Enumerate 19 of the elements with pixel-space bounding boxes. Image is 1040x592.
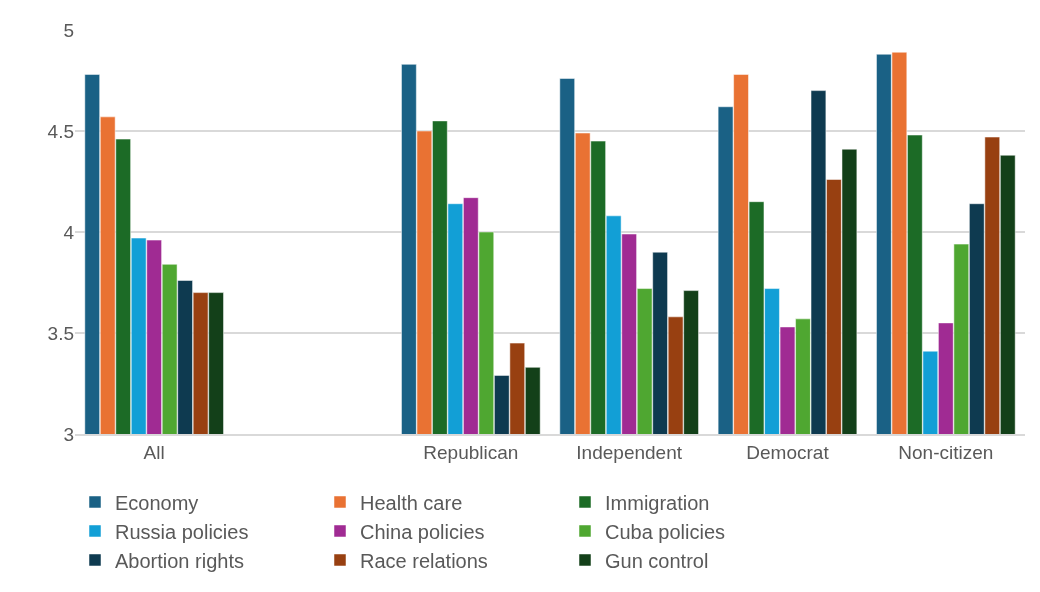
x-tick-label: All	[143, 441, 165, 463]
y-tick-label: 3	[63, 423, 74, 445]
legend-label: Immigration	[605, 491, 710, 514]
x-tick-label: Non-citizen	[898, 441, 994, 463]
legend-label: Russia policies	[115, 520, 249, 543]
x-tick-label: Independent	[576, 441, 683, 463]
x-tick-label: Democrat	[746, 441, 830, 463]
legend-label: Race relations	[360, 549, 488, 572]
legend-label: China policies	[360, 520, 485, 543]
y-tick-label: 4.5	[47, 120, 74, 142]
y-tick-label: 4	[63, 221, 75, 243]
y-tick-label: 5	[63, 19, 74, 41]
y-tick-label: 3.5	[47, 322, 74, 344]
legend-label: Abortion rights	[115, 549, 244, 572]
legend-label: Cuba policies	[605, 520, 726, 543]
legend-label: Economy	[115, 491, 199, 514]
legend-label: Health care	[360, 491, 463, 514]
x-tick-label: Republican	[423, 441, 519, 463]
legend-label: Gun control	[605, 549, 709, 572]
